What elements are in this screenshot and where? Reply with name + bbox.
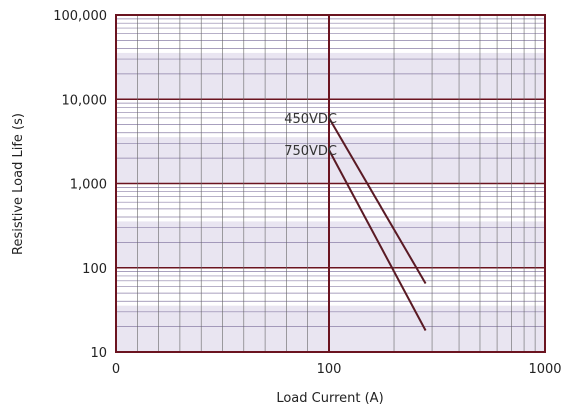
y-tick-label: 1,000 [70,178,107,193]
grid-lines [116,15,545,353]
series-lines [328,117,427,331]
x-tick-labels: 0 100 1000 [112,362,562,377]
y-tick-label: 10,000 [62,93,108,108]
shaded-band [116,305,545,352]
y-tick-label: 100 [82,262,107,277]
shaded-band [116,137,545,184]
series-line-750vdc [328,149,427,331]
y-tick-label: 10 [90,346,107,361]
y-tick-label: 100,000 [53,9,107,24]
y-tick-labels: 10 100 1,000 10,000 100,000 [53,9,107,361]
series-labels: 450VDC 750VDC [284,112,337,159]
shaded-band [116,52,545,100]
x-tick-label: 1000 [528,362,561,377]
y-axis-title: Resistive Load Life (s) [11,113,26,255]
shaded-band [116,221,545,268]
series-line-450vdc [328,117,427,285]
plot-frame [115,14,546,353]
series-label-450vdc: 450VDC [284,112,337,127]
x-tick-label: 100 [317,362,342,377]
background-bands [116,52,545,352]
x-axis-title: Load Current (A) [276,391,383,406]
x-tick-label: 0 [112,362,120,377]
series-label-750vdc: 750VDC [284,144,337,159]
